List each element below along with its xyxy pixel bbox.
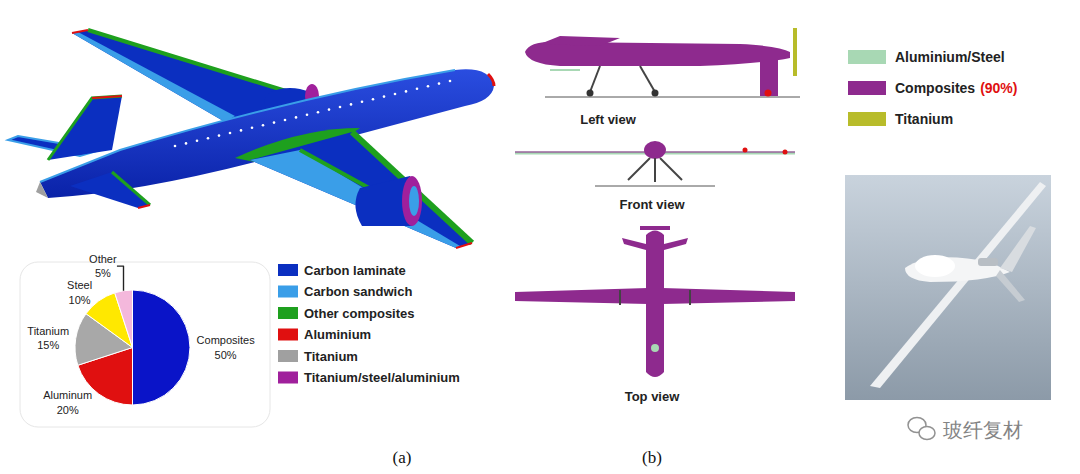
svg-text:Front view: Front view — [619, 197, 685, 212]
svg-text:Aluminum20%: Aluminum20% — [43, 389, 92, 415]
svg-text:Left view: Left view — [580, 112, 637, 127]
svg-text:Titanium/steel/aluminium: Titanium/steel/aluminium — [304, 370, 460, 385]
svg-text:Other5%: Other5% — [89, 255, 117, 279]
svg-text:Steel10%: Steel10% — [67, 279, 92, 305]
svg-text:Carbon sandwich: Carbon sandwich — [304, 284, 412, 299]
svg-text:Composites(90%): Composites(90%) — [895, 80, 1017, 96]
svg-text:Titanium: Titanium — [895, 111, 953, 127]
svg-text:玻纤复材: 玻纤复材 — [943, 418, 1023, 442]
svg-text:Titanium: Titanium — [304, 349, 358, 364]
svg-text:Aluminium: Aluminium — [304, 327, 371, 342]
svg-text:(b): (b) — [642, 448, 662, 467]
svg-text:Carbon laminate: Carbon laminate — [304, 263, 406, 278]
svg-text:Aluminium/Steel: Aluminium/Steel — [895, 49, 1005, 65]
svg-text:(a): (a) — [393, 448, 412, 467]
svg-text:Other composites: Other composites — [304, 306, 415, 321]
svg-text:Composites50%: Composites50% — [197, 334, 256, 360]
svg-text:Titanium15%: Titanium15% — [27, 325, 69, 351]
svg-text:Top view: Top view — [625, 389, 681, 404]
